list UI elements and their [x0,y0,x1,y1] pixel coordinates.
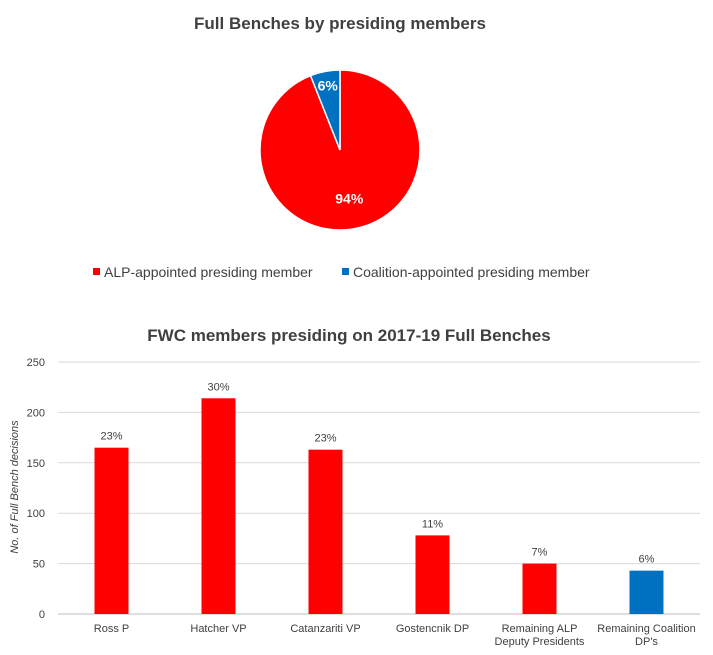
bar [415,535,450,614]
y-tick-label: 150 [27,458,45,470]
pie-slice-label: 94% [335,191,364,207]
bar-series [94,398,664,614]
pie-slice-label: 6% [318,78,339,94]
bar-data-label: 11% [422,518,443,530]
x-category-label: Ross P [94,623,129,635]
bar-category-labels: Ross P Hatcher VP Catanzariti VP Gostencnik… [94,623,696,648]
bar-data-label: 7% [532,547,548,559]
pie-chart: 94% 6% [259,69,421,231]
x-category-label: Deputy Presidents [495,636,585,648]
y-axis-label: No. of Full Bench decisions [9,420,21,554]
y-tick-label: 200 [27,407,45,419]
bar-data-label: 23% [100,431,122,443]
legend-swatch [342,268,349,275]
x-category-label: Gostencnik DP [396,623,469,635]
y-tick-label: 50 [33,559,45,571]
pie-legend: ALP-appointed presiding member Coalition-… [93,264,590,280]
y-tick-label: 250 [27,357,45,369]
legend-label: ALP-appointed presiding member [104,264,313,280]
x-category-label: Remaining ALP [502,623,578,635]
y-tick-label: 100 [27,508,45,520]
x-category-label: Remaining Coalition [597,623,695,635]
pie-slice-coalition [309,69,341,151]
bar-data-labels: 23% 30% 23% 11% 7% 6% [100,381,654,565]
pie-chart-title: Full Benches by presiding members [194,14,486,33]
bar [629,570,664,614]
bar-gridlines [58,361,700,615]
bar [94,447,129,614]
bar-data-label: 23% [314,433,336,445]
bar [522,563,557,614]
x-category-label: Catanzariti VP [290,623,360,635]
legend-swatch [93,268,100,275]
bar-data-label: 30% [207,381,229,393]
x-category-label: Hatcher VP [190,623,246,635]
x-category-label: DP's [635,636,658,648]
y-tick-label: 0 [39,609,45,621]
legend-label: Coalition-appointed presiding member [353,264,590,280]
bar-data-label: 6% [639,554,655,566]
bar [201,398,236,614]
bar-y-ticks: 0 50 100 150 200 250 [27,357,45,621]
bar [308,449,343,614]
bar-chart-title: FWC members presiding on 2017-19 Full Be… [147,326,550,345]
